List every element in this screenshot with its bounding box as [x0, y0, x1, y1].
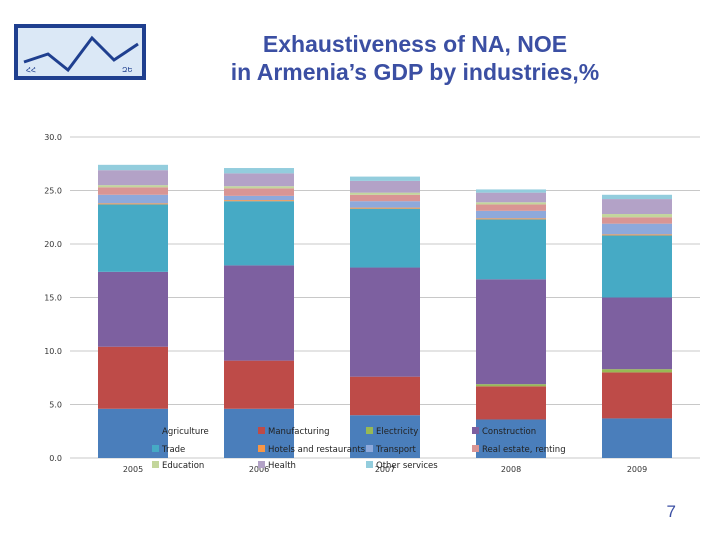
bar-segment: [224, 360, 294, 409]
legend-swatch: [152, 445, 159, 452]
bar-segment: [350, 415, 420, 458]
y-tick-label: 30.0: [44, 133, 62, 142]
bar-segment: [350, 192, 420, 195]
bar-segment: [98, 187, 168, 195]
bar-segment: [602, 194, 672, 200]
legend-swatch: [258, 427, 265, 434]
y-tick-label: 5.0: [49, 401, 62, 410]
logo: ՀՀ ԶԵ: [14, 24, 146, 80]
legend-label: Construction: [482, 427, 536, 437]
bar-segment: [476, 386, 546, 420]
bar-segment: [476, 210, 546, 219]
x-tick-label: 2005: [123, 465, 143, 474]
bar-segment: [476, 419, 546, 458]
bar-segment: [224, 168, 294, 174]
legend-label: Transport: [375, 445, 417, 455]
legend-swatch: [152, 461, 159, 468]
y-tick-label: 15.0: [44, 294, 62, 303]
legend-swatch: [152, 427, 159, 434]
page-number: 7: [666, 502, 676, 521]
bar-segment: [350, 194, 420, 202]
legend-swatch: [472, 445, 479, 452]
bar-segment: [350, 207, 420, 209]
legend-swatch: [366, 427, 373, 434]
legend-label: Real estate, renting: [482, 445, 566, 455]
logo-line-icon: [23, 35, 139, 73]
bar-segment: [224, 201, 294, 266]
bar-segment: [602, 372, 672, 419]
bar-segment: [350, 208, 420, 268]
bar-segment: [602, 223, 672, 235]
bar-segment: [476, 219, 546, 280]
y-tick-label: 0.0: [49, 454, 62, 463]
bar-segment: [602, 214, 672, 218]
bar-segment: [476, 204, 546, 211]
logo-text-left: ՀՀ: [26, 66, 36, 74]
bar-segment: [350, 201, 420, 208]
y-tick-label: 25.0: [44, 187, 62, 196]
logo-text-right: ԶԵ: [122, 66, 133, 74]
bar-segment: [602, 297, 672, 370]
x-tick-label: 2007: [375, 465, 395, 474]
slide-title: Exhaustiveness of NA, NOE in Armenia’s G…: [200, 30, 630, 86]
legend-label: Education: [162, 461, 204, 471]
x-tick-label: 2009: [627, 465, 647, 474]
bar-segment: [224, 195, 294, 201]
bar-segment: [602, 199, 672, 215]
bar-segment: [476, 202, 546, 205]
bar-segment: [98, 194, 168, 204]
bar-segment: [350, 176, 420, 181]
legend-swatch: [258, 445, 265, 452]
bar-segment: [476, 218, 546, 220]
bar-segment: [602, 235, 672, 298]
bar-segment: [98, 204, 168, 272]
bar-segment: [476, 192, 546, 203]
bar-segment: [98, 346, 168, 409]
bar-segment: [224, 188, 294, 196]
y-tick-label: 10.0: [44, 347, 62, 356]
bar-segment: [602, 234, 672, 236]
title-line-1: Exhaustiveness of NA, NOE: [262, 31, 568, 57]
x-tick-label: 2006: [249, 465, 269, 474]
bar-segment: [224, 200, 294, 202]
bar-segment: [98, 164, 168, 171]
bar-segment: [224, 173, 294, 187]
legend-label: Hotels and restaurants: [268, 445, 366, 455]
y-tick-label: 20.0: [44, 240, 62, 249]
bar-segment: [602, 369, 672, 373]
bar-segment: [476, 384, 546, 387]
bar-segment: [602, 217, 672, 224]
legend-label: Health: [268, 461, 296, 471]
bar-segment: [98, 170, 168, 186]
legend-label: Trade: [161, 445, 185, 455]
bar-segment: [224, 265, 294, 361]
bar-segment: [224, 186, 294, 189]
legend-swatch: [258, 461, 265, 468]
bar-segment: [476, 279, 546, 385]
title-line-2: in Armenia’s GDP by industries,%: [230, 59, 600, 85]
legend-swatch: [366, 445, 373, 452]
legend-label: Other services: [376, 461, 438, 471]
bar-segment: [98, 271, 168, 347]
bar-segment: [602, 418, 672, 458]
legend-swatch: [366, 461, 373, 468]
bar-segment: [350, 376, 420, 416]
bar-segment: [350, 180, 420, 193]
legend-label: Manufacturing: [268, 427, 330, 437]
legend-label: Electricity: [376, 427, 418, 437]
bar-segment: [350, 267, 420, 377]
legend-swatch: [472, 427, 479, 434]
legend-label: Agriculture: [162, 427, 209, 437]
bar-segment: [98, 203, 168, 205]
bar-segment: [476, 189, 546, 193]
bar-segment: [98, 185, 168, 188]
x-tick-label: 2008: [501, 465, 521, 474]
